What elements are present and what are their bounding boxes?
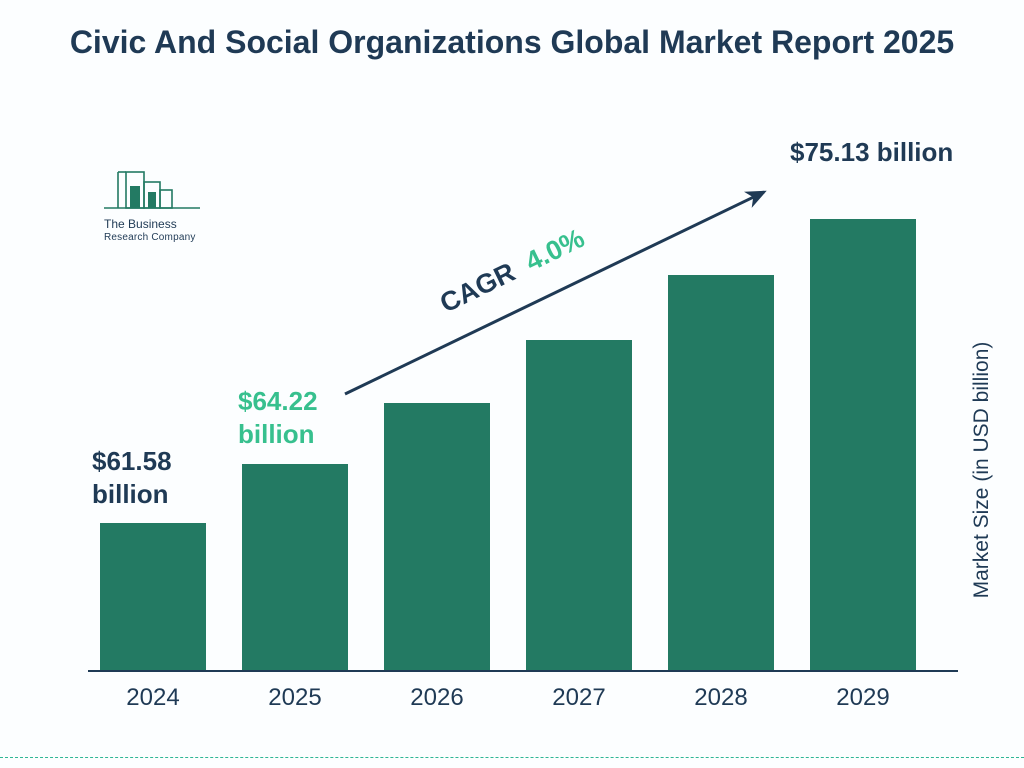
x-axis-tick-label: 2029 — [800, 684, 926, 712]
chart-bar — [526, 340, 632, 670]
chart-bar — [384, 403, 490, 670]
value-callout: $75.13 billion — [790, 136, 953, 169]
bottom-divider — [0, 757, 1024, 758]
x-axis-tick-label: 2025 — [232, 684, 358, 712]
x-axis-tick-label: 2026 — [374, 684, 500, 712]
chart-bar — [242, 464, 348, 670]
value-callout: $61.58billion — [92, 445, 172, 510]
chart-bar — [668, 275, 774, 670]
x-axis-tick-label: 2027 — [516, 684, 642, 712]
value-callout: $64.22billion — [238, 385, 318, 450]
x-axis-tick-label: 2024 — [90, 684, 216, 712]
x-axis-tick-label: 2028 — [658, 684, 784, 712]
chart-bar — [100, 523, 206, 670]
chart-page: Civic And Social Organizations Global Ma… — [0, 0, 1024, 768]
chart-bar — [810, 219, 916, 670]
y-axis-label: Market Size (in USD billion) — [970, 320, 994, 620]
